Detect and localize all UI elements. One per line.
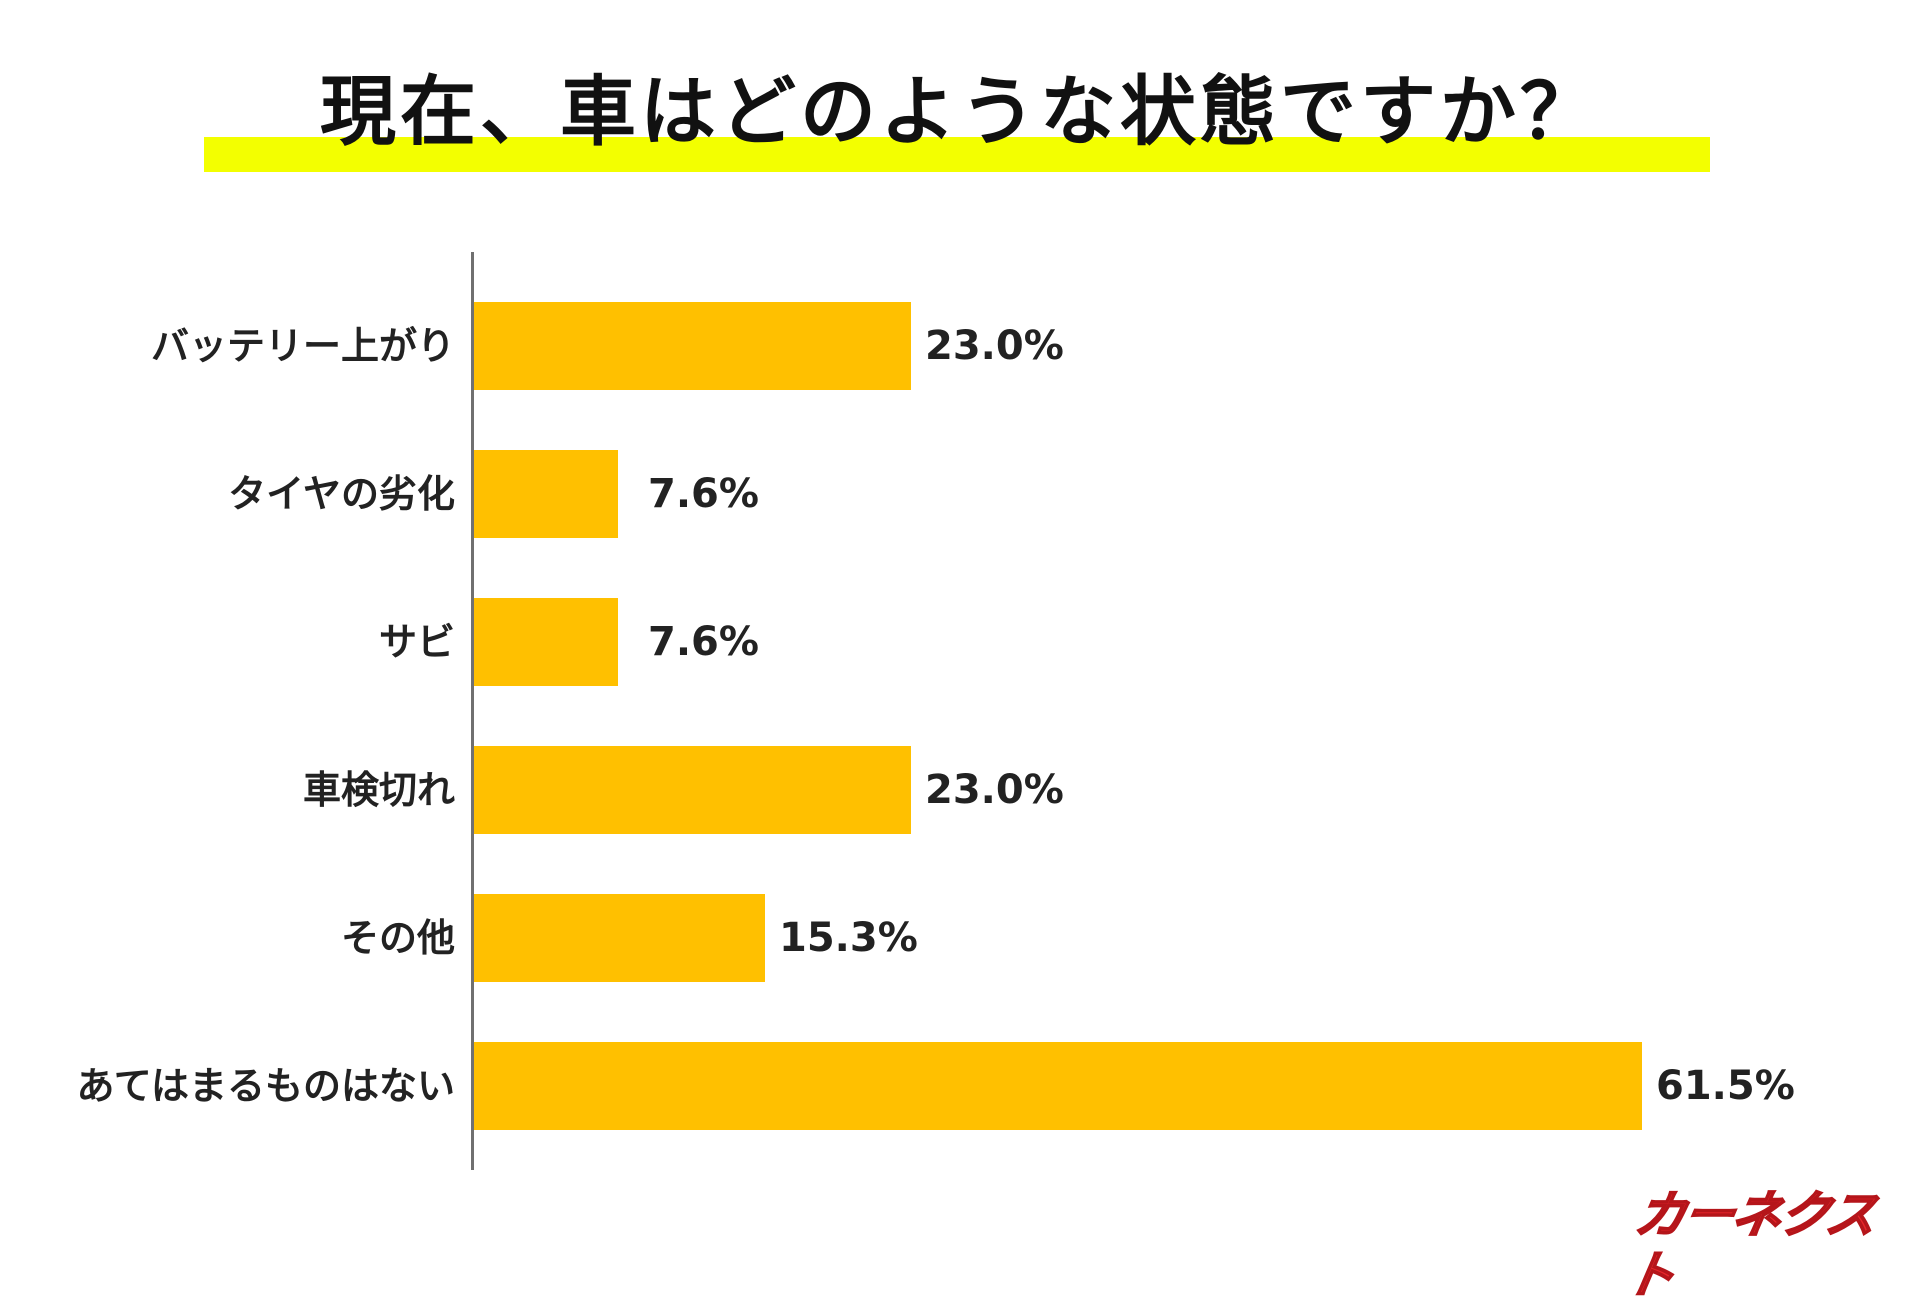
chart-title-area: 現在、車はどのような状態ですか？ <box>0 0 1920 190</box>
category-label: その他 <box>340 916 455 960</box>
bar-row: その他 15.3% <box>0 894 1920 982</box>
category-label: サビ <box>378 620 455 664</box>
category-label: バッテリー上がり <box>150 324 455 368</box>
category-label: タイヤの劣化 <box>228 472 455 516</box>
bar-row: バッテリー上がり 23.0% <box>0 302 1920 390</box>
chart-title: 現在、車はどのような状態ですか？ <box>320 67 1600 156</box>
bar <box>474 598 618 686</box>
bar <box>474 1042 1642 1130</box>
bar <box>474 450 618 538</box>
brand-logo: カーネクスト <box>1619 1185 1880 1305</box>
category-label: あてはまるものはない <box>76 1064 455 1108</box>
value-label: 61.5% <box>1656 1063 1795 1109</box>
bar <box>474 746 911 834</box>
bar-row: タイヤの劣化 7.6% <box>0 450 1920 538</box>
value-label: 7.6% <box>648 619 759 665</box>
value-label: 15.3% <box>779 915 918 961</box>
bar-row: サビ 7.6% <box>0 598 1920 686</box>
value-label: 23.0% <box>925 767 1064 813</box>
value-label: 23.0% <box>925 323 1064 369</box>
value-label: 7.6% <box>648 471 759 517</box>
bar <box>474 894 765 982</box>
bar-row: あてはまるものはない 61.5% <box>0 1042 1920 1130</box>
title-highlight-bar <box>204 137 1710 172</box>
category-label: 車検切れ <box>302 768 455 812</box>
bar-row: 車検切れ 23.0% <box>0 746 1920 834</box>
y-axis-line <box>471 252 474 1170</box>
bar <box>474 302 911 390</box>
